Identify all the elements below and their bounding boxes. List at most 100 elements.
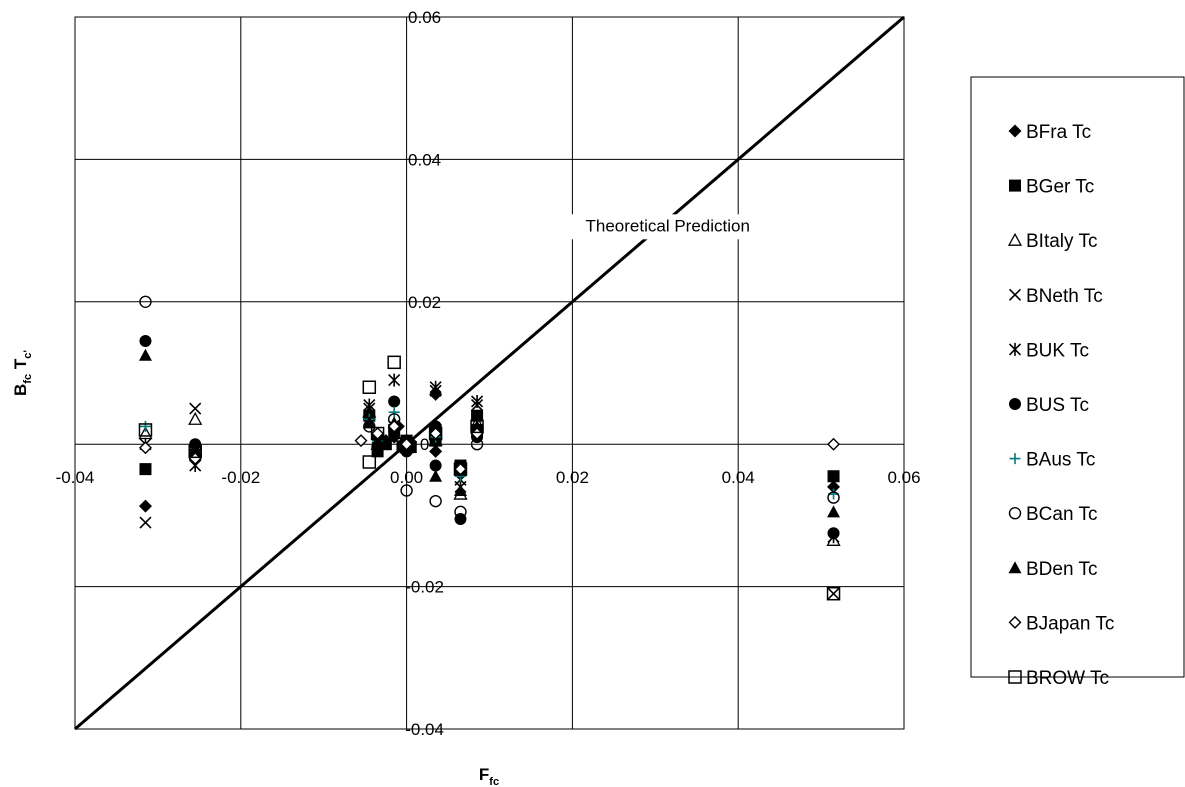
tick-labels: -0.04 -0.02 0.00 0.02 0.04 0.06 -0.04 -0.02 0 0.0… [56,8,921,739]
data-point [138,348,152,361]
legend-item: BFra Tc [1008,122,1091,143]
legend-label: BGer Tc [1026,177,1094,198]
data-point [370,426,385,441]
data-point [188,444,202,457]
legend-item: BItaly Tc [1007,231,1097,252]
legend-label: BAus Tc [1026,450,1095,471]
x-tick-label-0: -0.04 [56,468,95,487]
data-point [470,419,484,432]
data-point [429,459,442,472]
legend-item: BROW Tc [1008,668,1109,689]
data-point [387,426,402,440]
y-tick-label-1: -0.02 [405,578,444,597]
data-point [429,420,442,433]
data-point [429,494,442,508]
y-tick-label-0: -0.04 [405,720,444,739]
data-point [362,416,376,429]
legend-item: BJapan Tc [1008,613,1114,634]
data-point [399,437,414,451]
series-bjapan-tc [138,419,841,476]
annotation-background [549,214,786,240]
data-point [827,470,840,483]
legend-marker [1009,453,1021,465]
legend-frame [970,76,1185,678]
data-point [388,373,401,387]
legend-marker [1008,288,1022,301]
legend-label: BItaly Tc [1026,231,1097,252]
legend-marker [1009,179,1021,192]
data-point [188,411,203,425]
data-point [428,426,443,441]
reference-line-layer [74,15,905,731]
legend-label: BROW Tc [1026,668,1109,689]
legend-label: BFra Tc [1026,122,1091,143]
data-point [826,586,841,601]
legend-marker [1008,615,1022,629]
legend-label: BJapan Tc [1026,613,1114,634]
x-tick-label-2: 0.00 [390,468,423,487]
legend: BFra Tc BGer Tc BItaly Tc BNeth Tc BUK Tc BUS… [970,76,1185,689]
plot-frame [74,16,905,730]
x-tick-label-4: 0.04 [722,468,755,487]
series-bfra-tc [138,387,841,513]
data-point [138,441,152,455]
series-bus-tc [139,334,840,540]
data-point [827,491,840,504]
data-point [827,587,840,600]
x-axis-title-subscript: fc [489,776,499,787]
theoretical-prediction-line [74,15,905,731]
legend-item: BUK Tc [1008,340,1089,361]
legend-item: BGer Tc [1009,177,1094,198]
data-point [454,505,467,519]
data-point [827,527,840,540]
data-point [354,434,368,448]
legend-item: BCan Tc [1008,504,1097,525]
data-point [827,505,841,518]
y-axis-title-fc: fc [22,374,34,384]
x-tick-label-3: 0.02 [556,468,589,487]
data-point [387,419,401,433]
legend-label: BNeth Tc [1026,286,1103,307]
data-point [388,406,400,418]
series-brow-tc [138,355,841,601]
data-point [139,516,152,529]
data-point [470,394,484,408]
grid [74,16,905,730]
data-point [429,469,443,482]
data-point [138,423,153,437]
data-point [189,438,202,451]
legend-item: BAus Tc [1009,450,1095,471]
series-bneth-tc [139,384,840,600]
data-point [429,380,442,394]
legend-item: BUS Tc [1009,395,1089,416]
y-tick-label-2: 0 [420,435,429,454]
series-buk-tc [139,373,840,544]
legend-item: BNeth Tc [1008,286,1103,307]
legend-label: BUS Tc [1026,395,1089,416]
data-point [453,483,467,496]
x-axis-title: Ffc [479,765,499,787]
y-axis-title-b: B [11,384,30,396]
data-point [139,420,151,432]
legend-marker [1009,398,1021,410]
legend-marker [1007,232,1023,246]
data-point [139,334,152,347]
y-axis-title-t: T [11,358,30,374]
data-point [388,395,401,408]
legend-marker [1008,561,1022,574]
data-point [827,480,841,494]
y-tick-label-4: 0.04 [408,150,441,169]
data-point [429,444,443,458]
data-point [189,402,202,415]
x-axis-title-main: F [479,765,489,784]
reference-line-label: Theoretical Prediction [586,216,750,235]
legend-label: BUK Tc [1026,340,1089,361]
data-point [188,444,202,459]
y-axis-title: Bfc Tc' [11,350,34,396]
data-point [362,455,377,469]
y-tick-label-5: 0.06 [408,8,441,27]
data-point [387,355,401,370]
legend-marker [1008,507,1022,520]
data-point [400,484,413,497]
